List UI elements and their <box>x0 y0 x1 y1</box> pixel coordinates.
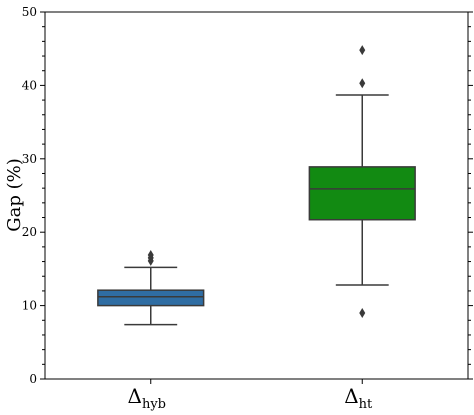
y-axis-label: Gap (%) <box>4 158 25 232</box>
y-tick-label: 20 <box>22 225 37 239</box>
category-subscript: ht <box>359 397 373 412</box>
box <box>308 166 416 221</box>
outlier-point <box>359 307 366 318</box>
outlier-point <box>359 45 366 56</box>
x-tick-label: Δhyb <box>128 384 167 412</box>
box <box>97 289 205 307</box>
y-axis: 0 10 20 30 40 50 <box>22 5 473 386</box>
category-subscript: hyb <box>142 397 166 412</box>
y-tick-label: 30 <box>22 152 37 166</box>
category-symbol: Δ <box>344 384 358 408</box>
y-tick-label: 50 <box>22 5 37 19</box>
x-axis: Δhyb Δht <box>128 379 373 412</box>
y-tick-label: 10 <box>22 299 37 313</box>
category-symbol: Δ <box>128 384 142 408</box>
y-tick-label: 40 <box>22 78 37 92</box>
x-tick-label: Δht <box>344 384 373 412</box>
box-series <box>97 45 416 326</box>
y-tick-label: 0 <box>29 372 37 386</box>
outlier-point <box>359 78 366 89</box>
outlier-point <box>147 249 154 260</box>
